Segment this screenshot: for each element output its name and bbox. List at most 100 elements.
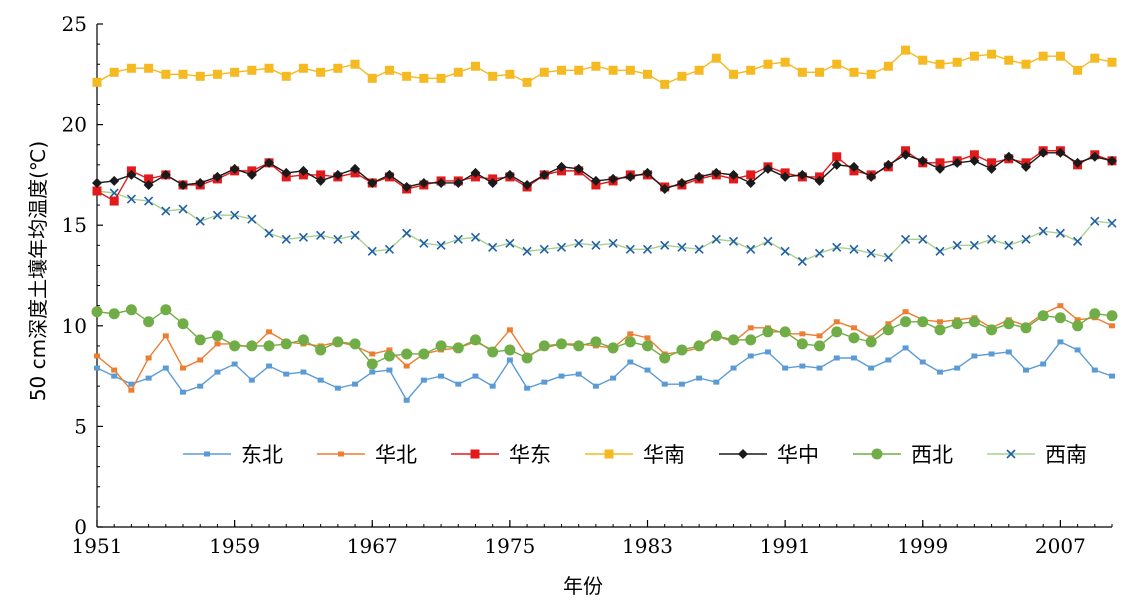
data-point [1022, 367, 1029, 373]
data-point [866, 69, 876, 79]
data-point [625, 244, 635, 254]
data-point [762, 163, 773, 174]
data-point [212, 171, 223, 182]
data-point [661, 381, 668, 387]
data-point [94, 353, 100, 359]
data-point [161, 206, 171, 216]
series-7 [92, 186, 1117, 266]
data-point [797, 67, 807, 77]
y-tick-label: 25 [62, 12, 87, 36]
legend-swatch-marker [871, 448, 883, 460]
legend-swatch-marker [604, 449, 614, 459]
legend-label: 华北 [375, 443, 417, 467]
data-point [470, 61, 480, 71]
data-point [1090, 216, 1100, 226]
data-point [1074, 347, 1081, 353]
data-point [469, 334, 481, 346]
data-point [1057, 303, 1064, 309]
data-point [608, 238, 618, 248]
data-point [885, 357, 892, 363]
y-tick-label: 20 [62, 113, 87, 137]
data-point [660, 79, 670, 89]
data-point [573, 163, 584, 174]
data-point [541, 379, 548, 385]
x-tick-label: 1975 [484, 534, 535, 558]
data-point [796, 338, 808, 350]
data-point [849, 67, 859, 77]
data-point [178, 179, 189, 190]
data-point [642, 340, 654, 352]
legend: 东北 华北 华东 华南 华中 西北 西南 [183, 443, 1087, 467]
data-point [591, 61, 601, 71]
data-point [728, 169, 739, 180]
data-point [214, 341, 221, 347]
legend-swatch-marker [338, 451, 344, 457]
data-point [317, 377, 324, 383]
data-point [696, 375, 703, 381]
data-point [969, 240, 979, 250]
data-point [556, 65, 566, 75]
data-point [1072, 320, 1084, 332]
data-point [1089, 151, 1100, 162]
data-point [591, 240, 601, 250]
data-point [504, 344, 516, 356]
data-point [917, 316, 929, 328]
data-point [145, 355, 152, 361]
data-point [728, 334, 740, 346]
data-point [764, 349, 771, 355]
data-point [160, 169, 171, 180]
data-point [180, 365, 187, 371]
data-point [868, 365, 875, 371]
data-point [659, 352, 671, 364]
data-point [1021, 234, 1031, 244]
data-point [849, 244, 859, 254]
data-point [1073, 236, 1083, 246]
legend-item: 华南 [585, 443, 685, 467]
data-point [91, 306, 103, 318]
legend-swatch-marker [1006, 449, 1016, 459]
data-point [1038, 51, 1048, 61]
data-point [212, 69, 222, 79]
data-point [505, 69, 515, 79]
data-point [298, 232, 309, 242]
data-point [814, 248, 825, 258]
data-point [369, 351, 376, 357]
data-point [936, 369, 943, 375]
x-tick-label: 1959 [209, 534, 260, 558]
data-point [590, 336, 602, 348]
data-point [642, 244, 653, 254]
data-point [488, 242, 498, 252]
data-point [883, 61, 893, 71]
data-point [386, 367, 393, 373]
legend-item: 西南 [987, 443, 1087, 467]
data-point [934, 324, 946, 336]
data-point [555, 338, 567, 350]
data-point [935, 59, 945, 69]
data-point [918, 234, 928, 244]
data-point [420, 377, 427, 383]
data-point [266, 363, 273, 369]
data-point [693, 340, 705, 352]
data-point [1072, 157, 1083, 168]
data-point [574, 238, 584, 248]
y-tick-label: 15 [62, 213, 87, 237]
data-point [453, 177, 464, 188]
data-point [850, 355, 857, 361]
series-3 [92, 146, 1117, 206]
data-point [367, 177, 378, 188]
data-point [455, 381, 462, 387]
data-point [1090, 53, 1100, 63]
data-point [109, 175, 120, 186]
data-point [1055, 228, 1065, 238]
legend-swatch-marker [738, 449, 748, 459]
data-point [128, 381, 135, 387]
data-point [366, 358, 378, 370]
data-point [435, 340, 447, 352]
data-point [831, 159, 842, 170]
data-point [161, 69, 171, 79]
data-point [472, 373, 479, 379]
data-point [128, 387, 135, 393]
legend-item: 东北 [183, 443, 283, 467]
data-point [900, 149, 911, 160]
data-point [988, 351, 995, 357]
